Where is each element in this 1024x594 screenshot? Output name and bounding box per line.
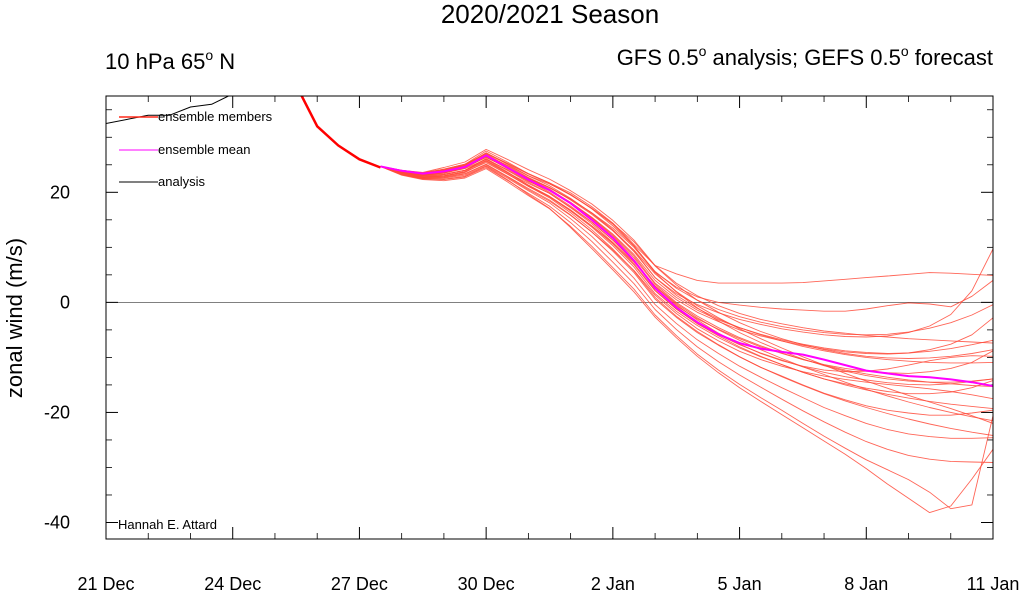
ensemble-member-line [380,154,993,312]
ensemble-members [300,96,993,514]
ensemble-mean-line [380,154,993,387]
legend-label-members: ensemble members [158,109,273,124]
ensemble-member-line [380,164,993,400]
x-tick-label: 8 Jan [844,574,888,594]
legend-label-analysis: analysis [158,174,205,189]
subtitle-right-text2: analysis; GEFS 0.5 [706,45,900,70]
subtitle-right-degree1: o [699,43,707,59]
ensemble-member-line [380,156,993,354]
ensemble-member-line [380,156,993,373]
ensemble-member-line [380,163,993,416]
credit-text: Hannah E. Attard [118,517,217,532]
ensemble-member-line [380,155,993,383]
ensemble-member-line [380,157,993,338]
ensemble-member-line [380,165,993,514]
ensemble-member-line [380,153,993,359]
minor-ticks [106,96,993,539]
y-tick-label: 20 [50,182,70,202]
y-tick-label: -40 [44,512,70,532]
x-tick-label: 11 Jan [967,574,1020,594]
x-tick-label: 24 Dec [204,574,261,594]
plot-frame [105,95,994,540]
y-axis-label: zonal wind (m/s) [2,238,27,398]
x-tick-labels: 21 Dec 24 Dec 27 Dec 30 Dec 2 Jan 5 Jan 8 Jan 1… [77,574,1019,594]
subtitle-left-text: 10 hPa 65 [105,49,205,74]
x-tick-label: 21 Dec [77,574,134,594]
ensemble-member-line [380,162,993,395]
ensemble-member-line [380,158,993,422]
ensemble-member-line [380,154,993,388]
ensemble-member-line [380,150,993,284]
x-tick-label: 30 Dec [458,574,515,594]
subtitle-left-suffix: N [213,49,235,74]
y-tick-labels: -40 -20 0 20 [44,182,70,532]
subtitle-right-degree2: o [901,43,909,59]
ensemble-member-line [380,165,993,439]
chart-title: 2020/2021 Season [441,0,659,29]
ensemble-member-line [380,158,993,410]
ensemble-member-line [380,159,993,386]
ensemble-member-line [380,153,993,424]
ensemble-mean-group [380,154,993,387]
x-tick-label: 5 Jan [718,574,762,594]
subtitle-right: GFS 0.5o analysis; GEFS 0.5o forecast [617,43,993,70]
ensemble-member-line [380,160,993,374]
ensemble-member-line [380,152,993,336]
y-tick-label: -20 [44,402,70,422]
ensemble-member-line [380,165,993,510]
subtitle-left: 10 hPa 65o N [105,47,235,74]
y-tick-label: 0 [60,292,70,312]
ensemble-member-line [380,165,993,463]
major-ticks [105,96,994,539]
ensemble-member-line [380,161,993,436]
subtitle-right-text1: GFS 0.5 [617,45,699,70]
ensemble-member-line [380,148,993,344]
legend: ensemble members ensemble mean analysis [119,109,273,189]
x-tick-label: 27 Dec [331,574,388,594]
common-forecast-line [300,96,381,169]
x-tick-label: 2 Jan [591,574,635,594]
subtitle-left-degree: o [205,47,213,63]
legend-label-mean: ensemble mean [158,142,251,157]
plot-lines [106,96,993,514]
ensemble-member-line [380,152,993,364]
subtitle-right-text3: forecast [909,45,993,70]
